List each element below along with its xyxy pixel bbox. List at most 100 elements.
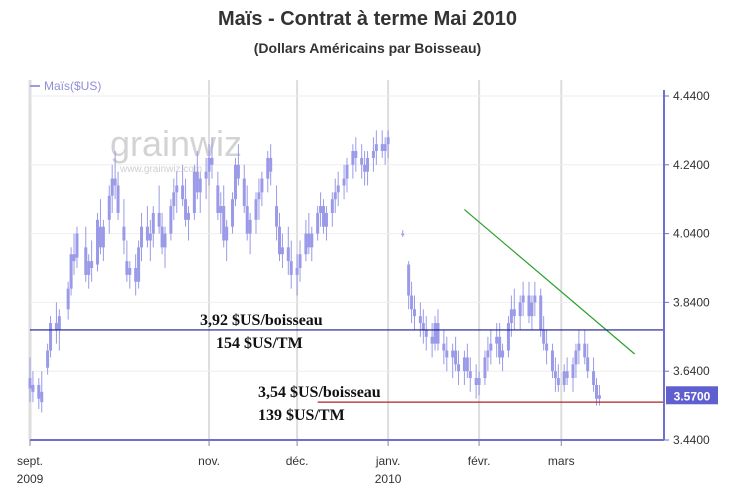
y-tick-label: 3.4400 bbox=[673, 433, 710, 447]
annotations: 3,92 $US/boisseau 154 $US/TM 3,54 $US/bois… bbox=[30, 209, 664, 424]
candle-body bbox=[307, 233, 311, 248]
candle-body bbox=[101, 226, 105, 248]
candle-body bbox=[266, 157, 270, 179]
candle-body bbox=[90, 261, 94, 268]
candle-body bbox=[245, 206, 249, 234]
candle-body bbox=[69, 254, 73, 289]
candle-body bbox=[562, 371, 566, 385]
candle-body bbox=[137, 247, 141, 282]
x-tick-year-label: 2010 bbox=[375, 472, 402, 486]
candle-body bbox=[333, 192, 337, 200]
candle-body bbox=[468, 371, 472, 379]
candle-body bbox=[181, 185, 185, 200]
candle-body bbox=[40, 391, 44, 403]
candle-body bbox=[107, 195, 111, 220]
candle-body bbox=[148, 233, 152, 241]
candle-body bbox=[442, 343, 446, 351]
axes: sept. 2009 nov. déc. janv. 2010 févr. mars 3.440… bbox=[17, 89, 718, 486]
candle-body bbox=[474, 378, 478, 385]
candle-body bbox=[577, 343, 581, 351]
candle-body bbox=[418, 316, 422, 324]
candle-body bbox=[242, 178, 246, 207]
candle-body bbox=[195, 171, 199, 193]
candle-body bbox=[457, 364, 461, 372]
candle-body bbox=[401, 233, 405, 236]
candle-body bbox=[277, 226, 281, 255]
x-tick-label: févr. bbox=[468, 454, 491, 468]
candle-body bbox=[225, 226, 229, 241]
candle-body bbox=[163, 233, 167, 248]
candle-body bbox=[66, 288, 70, 310]
candle-body bbox=[430, 336, 434, 344]
candle-body bbox=[530, 302, 534, 317]
candle-body bbox=[424, 329, 428, 337]
candle-body bbox=[204, 171, 208, 179]
candle-body bbox=[219, 206, 223, 213]
candle-body bbox=[169, 206, 173, 234]
candle-body bbox=[110, 178, 114, 196]
candle-body bbox=[316, 212, 320, 234]
candle-body bbox=[597, 395, 601, 399]
candle-body bbox=[46, 350, 50, 368]
candle-body bbox=[366, 157, 370, 172]
candle-body bbox=[433, 323, 437, 344]
candle-body bbox=[462, 357, 466, 372]
candle-body bbox=[421, 323, 425, 330]
x-tick-label: mars bbox=[548, 454, 575, 468]
candle-body bbox=[371, 151, 375, 158]
x-tick-label: janv. bbox=[375, 454, 400, 468]
candle-body bbox=[75, 233, 79, 258]
candle-body bbox=[413, 309, 417, 317]
price-level-sublabel: 154 $US/TM bbox=[216, 335, 303, 352]
candle-body bbox=[275, 206, 279, 227]
candle-body bbox=[586, 357, 590, 372]
candle-body bbox=[295, 268, 299, 275]
candle-body bbox=[57, 316, 61, 330]
x-tick-label: sept. bbox=[17, 454, 43, 468]
candle-body bbox=[257, 192, 261, 200]
candle-body bbox=[286, 247, 290, 262]
candle-body bbox=[386, 137, 390, 145]
x-tick-label: déc. bbox=[286, 454, 309, 468]
candle-body bbox=[310, 233, 314, 248]
candle-body bbox=[236, 164, 240, 179]
y-tick-label: 4.2400 bbox=[673, 158, 710, 172]
candle-body bbox=[495, 336, 499, 344]
candle-body bbox=[125, 261, 129, 275]
x-tick-label: nov. bbox=[198, 454, 220, 468]
candle-body bbox=[84, 247, 88, 275]
candle-body bbox=[172, 192, 176, 207]
y-tick-label: 4.0400 bbox=[673, 227, 710, 241]
legend-label[interactable]: Maïs($US) bbox=[44, 79, 101, 93]
candle-body bbox=[556, 378, 560, 385]
candle-body bbox=[260, 178, 264, 193]
y-tick-label: 3.8400 bbox=[673, 295, 710, 309]
candle-body bbox=[465, 357, 469, 372]
candle-body bbox=[489, 343, 493, 351]
candle-body bbox=[140, 226, 144, 248]
candle-body bbox=[116, 185, 120, 213]
candle-body bbox=[539, 295, 543, 330]
y-tick-label: 4.4400 bbox=[673, 89, 710, 103]
candle-body bbox=[280, 247, 284, 255]
candle-body bbox=[483, 357, 487, 379]
candle-body bbox=[445, 350, 449, 358]
candle-body bbox=[160, 226, 164, 248]
candle-body bbox=[28, 378, 32, 389]
trendline bbox=[464, 209, 636, 355]
price-level-label: 3,54 $US/boisseau bbox=[258, 384, 381, 401]
candle-body bbox=[254, 199, 258, 220]
candle-body bbox=[383, 144, 387, 152]
candle-body bbox=[49, 323, 53, 351]
candle-body bbox=[454, 350, 458, 365]
candle-body bbox=[98, 226, 102, 248]
candle-body bbox=[87, 261, 91, 275]
candle-body bbox=[360, 157, 364, 165]
candle-body bbox=[571, 364, 575, 379]
candle-body bbox=[298, 254, 302, 268]
candle-body bbox=[128, 268, 132, 275]
candle-body bbox=[304, 233, 308, 255]
candle-body bbox=[583, 343, 587, 358]
candle-body bbox=[550, 350, 554, 372]
candle-body bbox=[501, 350, 505, 358]
